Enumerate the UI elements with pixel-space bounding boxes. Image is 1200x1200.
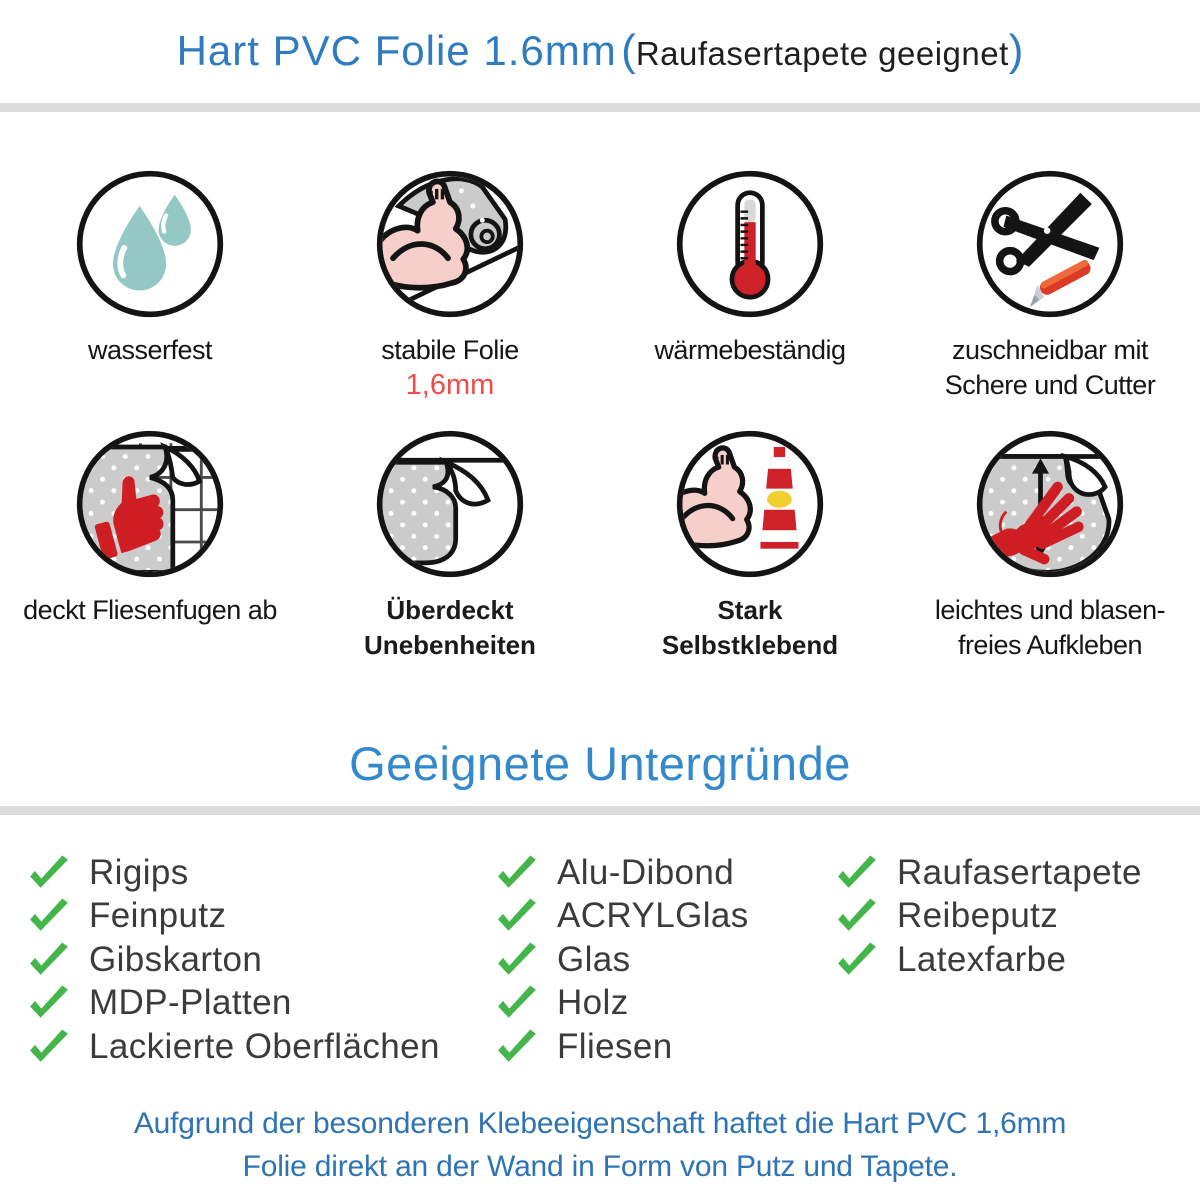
surface-item: Holz: [496, 982, 749, 1026]
checkmark-icon: [30, 942, 68, 975]
checkmark-icon: [30, 855, 68, 888]
footer-note: Aufgrund der besonderen Klebeeigenschaft…: [133, 1107, 1067, 1183]
surface-item: Glas: [496, 938, 749, 982]
surface-item: Raufasertapete: [836, 851, 1142, 895]
checkmark-icon: [838, 855, 876, 888]
surface-label: Raufasertapete: [897, 852, 1142, 892]
feature-label: Stark Selbstklebend: [661, 595, 839, 660]
feature-wasserfest: wasserfest: [0, 168, 300, 403]
divider-bar-top: [0, 103, 1200, 112]
surfaces-column-2: Alu-Dibond ACRYLGlas Glas Holz Fliesen: [496, 851, 749, 1069]
surface-label: Glas: [557, 939, 631, 979]
surface-label: ACRYLGlas: [557, 896, 749, 936]
surface-item: Alu-Dibond: [496, 851, 749, 895]
surface-label: Gibskarton: [89, 939, 263, 979]
surfaces-column-1: Rigips Feinputz Gibskarton MDP-Platten L…: [28, 851, 440, 1069]
surface-label: Alu-Dibond: [557, 852, 735, 892]
thermometer-icon: [676, 170, 824, 318]
surface-label: Feinputz: [89, 896, 227, 936]
checkmark-icon: [838, 942, 876, 975]
feature-stabile-folie: stabile Folie 1,6mm: [300, 168, 600, 403]
water-drops-icon: [76, 170, 224, 318]
surface-label: Latexfarbe: [897, 939, 1067, 979]
surface-item: Fliesen: [496, 1025, 749, 1069]
surface-label: Holz: [557, 983, 629, 1023]
surface-item: ACRYLGlas: [496, 895, 749, 939]
feature-label: zuschneidbar mit Schere und Cutter: [944, 335, 1156, 400]
surface-item: MDP-Platten: [28, 982, 440, 1026]
title-subtitle: Raufasertapete geeignet: [635, 35, 1009, 72]
feature-fliesenfugen: deckt Fliesenfugen ab: [0, 428, 300, 663]
feature-sublabel: 1,6mm: [405, 369, 495, 401]
surface-label: Rigips: [89, 852, 189, 892]
page-title: Hart PVC Folie 1.6mm (Raufasertapete gee…: [0, 26, 1200, 76]
surface-label: MDP-Platten: [89, 983, 292, 1023]
surface-label: Lackierte Oberflächen: [89, 1026, 440, 1066]
feature-aufkleben: leichtes und blasen- freies Aufkleben: [900, 428, 1200, 663]
thumbs-up-tiles-icon: [76, 430, 224, 578]
checkmark-icon: [30, 985, 68, 1018]
foil-fold-icon: [376, 430, 524, 578]
checkmark-icon: [498, 985, 536, 1018]
feature-zuschneidbar: zuschneidbar mit Schere und Cutter: [900, 168, 1200, 403]
checkmark-icon: [30, 898, 68, 931]
feature-row-1: wasserfest: [0, 168, 1200, 403]
feature-label: wasserfest: [87, 335, 213, 365]
surface-item: Latexfarbe: [836, 938, 1142, 982]
surface-label: Fliesen: [557, 1026, 673, 1066]
title-main: Hart PVC Folie 1.6mm: [176, 27, 617, 74]
scissors-cutter-icon: [976, 170, 1124, 318]
surface-item: Feinputz: [28, 895, 440, 939]
surface-item: Rigips: [28, 851, 440, 895]
checkmark-icon: [498, 855, 536, 888]
feature-label: stabile Folie: [381, 335, 519, 365]
checkmark-icon: [30, 1029, 68, 1062]
feature-selbstklebend: Stark Selbstklebend: [600, 428, 900, 663]
surface-item: Reibeputz: [836, 895, 1142, 939]
surface-label: Reibeputz: [897, 896, 1059, 936]
section-title-untergruende: Geeignete Untergründe: [349, 737, 851, 790]
surface-item: Lackierte Oberflächen: [28, 1025, 440, 1069]
checkmark-icon: [498, 942, 536, 975]
checkmark-icon: [838, 898, 876, 931]
feature-row-2: deckt Fliesenfugen ab Überdeckt: [0, 428, 1200, 663]
muscle-glue-icon: [676, 430, 824, 578]
surfaces-column-3: Raufasertapete Reibeputz Latexfarbe: [836, 851, 1142, 982]
feature-label: wärmebeständig: [654, 335, 846, 365]
divider-bar-middle: [0, 806, 1200, 815]
hand-press-foil-icon: [976, 430, 1124, 578]
feature-label: deckt Fliesenfugen ab: [23, 595, 277, 625]
muscle-arm-foil-icon: [376, 170, 524, 318]
title-paren-close: ): [1008, 26, 1024, 75]
feature-label: leichtes und blasen- freies Aufkleben: [934, 595, 1166, 660]
feature-waermebestaendig: wärmebeständig: [600, 168, 900, 403]
checkmark-icon: [498, 898, 536, 931]
checkmark-icon: [498, 1029, 536, 1062]
feature-unebenheiten: Überdeckt Unebenheiten: [300, 428, 600, 663]
title-paren-open: (: [621, 26, 636, 75]
feature-label: Überdeckt Unebenheiten: [364, 595, 536, 660]
surface-item: Gibskarton: [28, 938, 440, 982]
